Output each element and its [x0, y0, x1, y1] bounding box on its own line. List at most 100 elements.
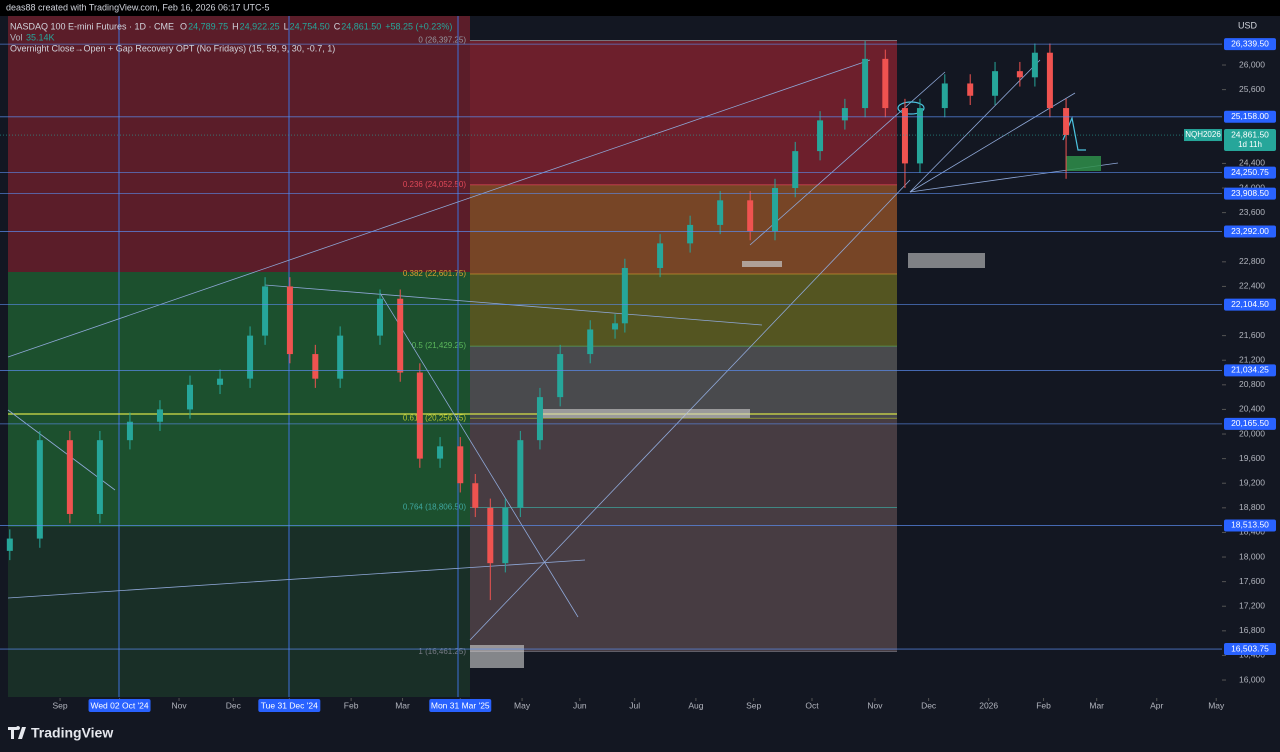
- level-badge: [1224, 298, 1276, 311]
- ohlc-value: 24,789.75: [188, 21, 228, 31]
- fib-label: 0.382 (22,601.75): [403, 269, 466, 278]
- candle-body: [502, 507, 509, 564]
- box: [470, 645, 524, 668]
- fib-zone: [470, 418, 897, 508]
- x-tick-label: Apr: [1150, 700, 1163, 710]
- candle-body: [657, 243, 664, 268]
- ohlc-value: 24,861.50: [341, 21, 381, 31]
- level-label: 26,339.50: [1231, 38, 1269, 48]
- y-tick-label: 22,400: [1239, 281, 1265, 291]
- candle-body: [612, 323, 619, 330]
- x-tick-highlight: [258, 699, 321, 712]
- y-tick-label: 21,200: [1239, 354, 1265, 364]
- fib-zone: [470, 507, 897, 652]
- level-label: 20,165.50: [1231, 418, 1269, 428]
- zone-red: [8, 16, 470, 272]
- candle-body: [1063, 108, 1070, 136]
- x-tick-label: Jul: [629, 700, 640, 710]
- fib-zone: [470, 184, 897, 275]
- candle-body: [416, 372, 423, 459]
- trend-line: [7, 59, 871, 358]
- candle-body: [247, 335, 254, 379]
- countdown: 1d 11h: [1238, 140, 1262, 149]
- level-label: 25,158.00: [1231, 111, 1269, 121]
- y-tick-label: 24,000: [1239, 182, 1265, 192]
- level-label: 23,908.50: [1231, 188, 1269, 198]
- candle-body: [1031, 52, 1038, 78]
- level-label: 18,513.50: [1231, 520, 1269, 530]
- x-tick-label: Mar: [1089, 700, 1104, 710]
- level-label: 16,503.75: [1231, 643, 1269, 653]
- level-badge: [1224, 519, 1276, 532]
- y-tick-label: 19,600: [1239, 453, 1265, 463]
- brand-logo: [8, 726, 26, 739]
- candle-body: [772, 188, 779, 232]
- level-label: 22,104.50: [1231, 299, 1269, 309]
- x-tick-label: Mon 31 Mar '25: [431, 700, 490, 710]
- candle-body: [901, 108, 908, 164]
- candle-body: [126, 421, 133, 441]
- trend-line: [909, 92, 1076, 193]
- x-tick-label: Aug: [688, 700, 703, 710]
- volume-label: Vol: [10, 32, 23, 42]
- y-tick-label: 20,800: [1239, 379, 1265, 389]
- candle-body: [457, 446, 464, 484]
- y-tick-label: 25,600: [1239, 84, 1265, 94]
- candle-body: [437, 446, 444, 459]
- candle-body: [916, 108, 923, 164]
- candle-body: [992, 71, 999, 96]
- fib-zone: [470, 40, 897, 185]
- box: [742, 261, 782, 267]
- trend-line: [379, 292, 579, 618]
- price-label: 24,861.50: [1231, 129, 1269, 139]
- ohlc-key: H: [232, 21, 239, 31]
- level-badge: [1224, 417, 1276, 430]
- y-tick-label: 19,200: [1239, 477, 1265, 487]
- credit: deas88 created with TradingView.com, Feb…: [6, 2, 270, 12]
- fib-label: 0.618 (20,256.75): [403, 413, 466, 422]
- y-tick-label: 20,400: [1239, 404, 1265, 414]
- trend-line: [264, 284, 763, 326]
- candle-body: [941, 83, 948, 109]
- candle-body: [1016, 71, 1023, 78]
- candle-body: [557, 354, 564, 398]
- level-badge: [1224, 643, 1276, 656]
- candle-body: [6, 538, 13, 551]
- fib-zone: [470, 346, 897, 419]
- level-badge: [1224, 187, 1276, 200]
- candle-body: [66, 440, 73, 514]
- candle-body: [967, 83, 974, 96]
- symbol-name: NASDAQ 100 E-mini Futures · 1D · CME: [10, 21, 174, 31]
- currency: USD: [1238, 20, 1258, 30]
- candle-body: [337, 335, 344, 379]
- trend-line: [7, 559, 586, 599]
- candle-body: [156, 409, 163, 422]
- x-tick-label: Mar: [395, 700, 410, 710]
- ohlc-key: C: [334, 21, 341, 31]
- x-tick-label: Dec: [921, 700, 937, 710]
- y-tick-label: 24,400: [1239, 158, 1265, 168]
- candle-body: [36, 440, 43, 539]
- candle-body: [517, 440, 524, 508]
- candle-body: [882, 58, 889, 109]
- level-badge: [1224, 166, 1276, 179]
- level-badge: [1224, 38, 1276, 51]
- y-tick-label: 17,600: [1239, 576, 1265, 586]
- x-tick-label: Feb: [1036, 700, 1051, 710]
- candle-body: [397, 298, 404, 373]
- candle-body: [792, 151, 799, 189]
- ohlc-value: 24,922.25: [240, 21, 280, 31]
- footer: [0, 718, 1280, 752]
- candle-body: [217, 378, 224, 385]
- x-tick-label: Nov: [867, 700, 883, 710]
- x-tick-highlight: [429, 699, 492, 712]
- y-tick-label: 18,400: [1239, 527, 1265, 537]
- candle-body: [536, 397, 543, 441]
- x-tick-label: May: [1208, 700, 1225, 710]
- candle-body: [472, 483, 479, 508]
- symbol-badge: [1184, 129, 1222, 142]
- price-badge: [1224, 129, 1276, 152]
- y-tick-label: 26,000: [1239, 59, 1265, 69]
- level-label: 24,250.75: [1231, 167, 1269, 177]
- level-label: 23,292.00: [1231, 226, 1269, 236]
